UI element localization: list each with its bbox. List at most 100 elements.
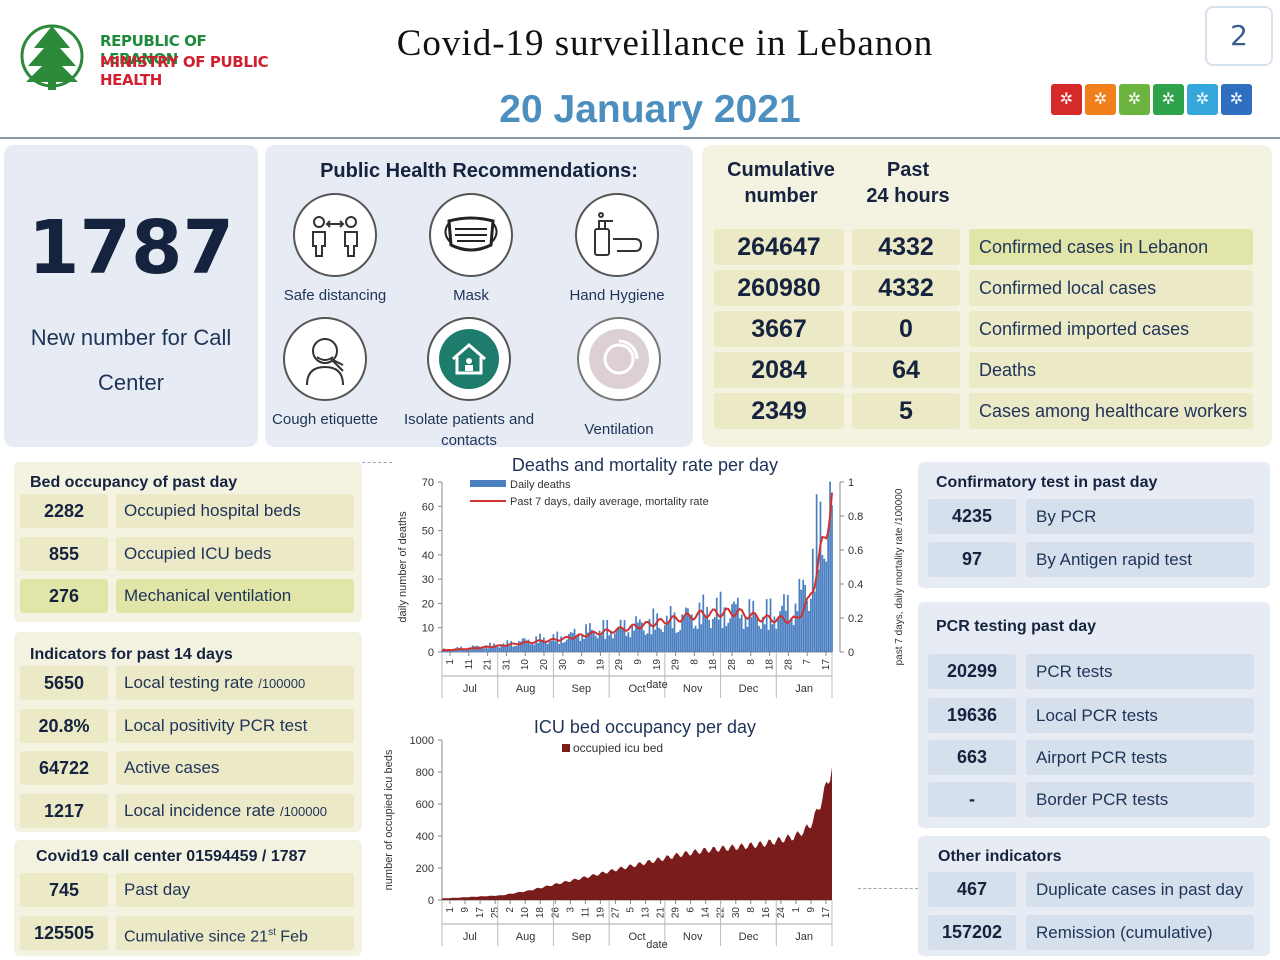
call-label-sup: st: [268, 927, 276, 938]
death-bar: [788, 622, 791, 652]
death-bar: [594, 635, 597, 652]
cumulative-row: 260980 4332 Confirmed local cases: [714, 270, 1256, 306]
death-bar: [746, 626, 749, 652]
rec-cough-etiquette: Cough etiquette: [255, 317, 395, 430]
x-tick-label: 19: [652, 659, 663, 671]
x-tick-label: 5: [625, 907, 636, 913]
death-bar: [494, 646, 497, 652]
y-tick-label: 30: [422, 574, 434, 586]
death-bar: [625, 635, 628, 652]
other-title: Other indicators: [938, 848, 1062, 865]
death-bar: [733, 601, 735, 652]
death-bar: [785, 610, 787, 652]
death-bar: [539, 633, 541, 652]
death-bar: [792, 625, 795, 652]
death-bar: [587, 632, 589, 652]
hand-hygiene-icon: [575, 193, 659, 277]
rec-label: Cough etiquette: [272, 411, 378, 428]
x-tick-label: 9: [633, 659, 644, 665]
y-tick-label: 0: [428, 895, 434, 907]
death-bar: [760, 628, 762, 652]
indicator-row: 5650 Local testing rate /100000: [20, 666, 354, 700]
death-bar: [542, 637, 545, 652]
confirmatory-row: 4235 By PCR: [928, 499, 1254, 534]
death-bar: [596, 638, 599, 652]
death-bar: [589, 623, 591, 652]
cumulative-header-line1: Cumulative: [727, 159, 835, 181]
bed-row: 2282 Occupied hospital beds: [20, 494, 354, 528]
death-bar: [487, 648, 489, 652]
y-tick-label: 50: [422, 526, 434, 538]
death-bar: [644, 634, 647, 652]
call-label: Past day: [116, 873, 354, 907]
cumulative-header: Cumulative number: [716, 157, 846, 209]
ministry-logo: REPUBLIC OF LEBANON MINISTRY OF PUBLIC H…: [12, 14, 272, 94]
other-row: 157202 Remission (cumulative): [928, 915, 1254, 950]
death-bar: [469, 648, 472, 652]
y2-tick-label: 0.6: [848, 545, 863, 557]
x-tick-label: 24: [776, 907, 787, 919]
legend-label-deaths: Daily deaths: [510, 479, 571, 491]
page-number: 2: [1205, 6, 1273, 66]
cough-icon: [283, 317, 367, 401]
death-bar: [517, 641, 520, 652]
logo-line2: MINISTRY OF PUBLIC HEALTH: [100, 53, 269, 89]
past-header-line1: Past: [886, 159, 930, 181]
y-tick-label: 70: [422, 477, 434, 489]
x-tick-label: 25: [490, 907, 501, 919]
x-tick-label: 21: [656, 907, 667, 919]
death-bar: [683, 617, 685, 652]
death-bar: [458, 648, 461, 652]
confirmatory-value: 4235: [928, 499, 1016, 534]
death-bar: [688, 615, 691, 652]
death-bar: [794, 603, 797, 652]
death-bar: [685, 607, 687, 652]
death-bar: [496, 646, 499, 652]
death-bar: [696, 628, 699, 652]
row-label: Confirmed imported cases: [969, 311, 1253, 347]
other-indicators-panel: Other indicators 467 Duplicate cases in …: [918, 836, 1270, 956]
virus-icon: ✲: [1153, 84, 1184, 115]
pcr-value: 19636: [928, 698, 1016, 733]
death-bar: [771, 624, 774, 652]
death-bar: [708, 619, 710, 652]
call-center-label: New number for Call Center: [4, 315, 258, 405]
rec-hand-hygiene: Hand Hygiene: [547, 193, 687, 306]
call-center-number: 1787: [28, 205, 234, 291]
death-bar: [583, 638, 586, 652]
x-tick-label: 14: [701, 907, 712, 919]
death-bar: [740, 614, 743, 652]
confirmatory-value: 97: [928, 542, 1016, 577]
pcr-value: 663: [928, 740, 1016, 775]
death-bar: [573, 628, 576, 652]
death-bar: [710, 628, 712, 652]
death-bar: [690, 614, 693, 652]
rec-label: Isolate patients and contacts: [403, 411, 535, 449]
death-bar: [650, 634, 653, 652]
month-label: Jul: [463, 683, 477, 695]
distancing-icon: [293, 193, 377, 277]
death-bar: [627, 632, 630, 652]
call-center-panel: 1787 New number for Call Center: [4, 145, 258, 447]
death-bar: [535, 636, 538, 652]
virus-icon: ✲: [1051, 84, 1082, 115]
indicator-label: Active cases: [116, 751, 354, 785]
x-tick-label: 7: [802, 659, 813, 665]
x-tick-label: 29: [614, 659, 625, 671]
x-axis-label: date: [646, 939, 667, 951]
death-bar: [631, 626, 634, 652]
past24-value: 64: [852, 352, 960, 388]
pcr-label: Local PCR tests: [1026, 698, 1254, 733]
bed-occupancy-title: Bed occupancy of past day: [30, 474, 238, 491]
death-bar: [521, 638, 524, 652]
death-bar: [577, 634, 580, 652]
bed-row: 855 Occupied ICU beds: [20, 537, 354, 571]
death-bar: [585, 624, 587, 652]
death-bar: [654, 629, 657, 652]
call-center-label-line1: New number for Call: [30, 325, 232, 350]
death-bar: [671, 628, 674, 652]
legend-label-rate: Past 7 days, daily average, mortality ra…: [510, 496, 709, 508]
death-bar: [533, 644, 536, 652]
indicator-value: 20.8%: [20, 709, 108, 743]
cumulative-row: 264647 4332 Confirmed cases in Lebanon: [714, 229, 1256, 265]
